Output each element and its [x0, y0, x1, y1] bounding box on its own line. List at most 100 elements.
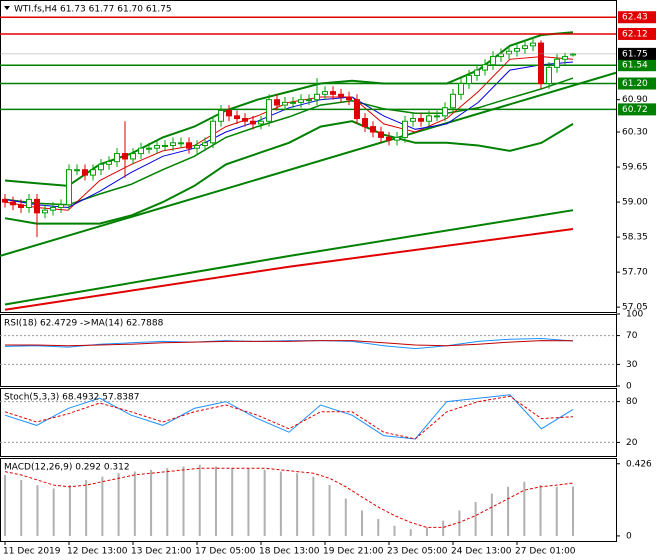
candle-body	[530, 42, 536, 47]
y-tick-label: 0	[626, 382, 632, 392]
x-tick-label: 24 Dec 13:00	[451, 547, 512, 557]
candle-body	[218, 109, 224, 122]
candle-body	[42, 209, 48, 214]
overlay-line	[4, 120, 574, 225]
candle-body	[434, 115, 440, 118]
histogram-bar	[166, 468, 169, 536]
chart-title: WTI.fs,H4 61.73 61.77 61.70 61.75	[14, 5, 172, 15]
histogram-bar	[393, 525, 396, 536]
histogram-bar	[68, 485, 71, 536]
candle-body	[10, 201, 16, 206]
histogram-bar	[523, 481, 526, 536]
candle-body	[346, 96, 352, 101]
histogram-bar	[198, 464, 201, 536]
y-tick-label: 0	[626, 531, 632, 541]
candle-body	[258, 120, 264, 125]
candle-body	[290, 101, 296, 104]
y-tick-label: 59.65	[622, 163, 648, 173]
level-label-box	[618, 11, 656, 24]
candle-body	[546, 66, 552, 85]
candle-body	[506, 50, 512, 55]
y-tick-label: 60.90	[622, 95, 648, 105]
histogram-bar	[263, 469, 266, 536]
indicator-line	[4, 337, 574, 350]
candle-body	[154, 144, 160, 149]
histogram-bar	[555, 486, 558, 536]
candle-body	[114, 153, 120, 163]
histogram-bar	[133, 471, 136, 536]
candle-body	[466, 74, 472, 85]
level-label: 61.54	[622, 61, 648, 71]
histogram-bar	[117, 473, 120, 536]
trendline	[0, 71, 617, 257]
candle-body	[250, 120, 256, 125]
candle-body	[26, 198, 32, 208]
y-tick-label: 30	[626, 360, 638, 370]
candle-body	[82, 169, 88, 176]
candle-body	[490, 56, 496, 66]
overlay-line	[4, 209, 574, 306]
histogram-bar	[539, 485, 542, 536]
indicator-line	[4, 394, 574, 440]
y-tick-label: 70	[626, 331, 638, 341]
candle-body	[554, 58, 560, 68]
histogram-bar	[572, 486, 574, 536]
histogram-bar	[296, 473, 299, 536]
candle-body	[90, 169, 96, 176]
histogram-bar	[425, 527, 428, 536]
indicator-line	[4, 467, 574, 528]
y-tick-label: 20	[626, 438, 638, 448]
candle-body	[418, 118, 424, 122]
overlay-line	[4, 56, 574, 211]
level-label: 62.12	[622, 29, 648, 39]
panel-border	[0, 314, 617, 387]
candle-body	[194, 144, 200, 149]
candle-body	[210, 120, 216, 144]
histogram-bar	[344, 498, 347, 536]
histogram-bar	[85, 480, 88, 536]
candle-body	[106, 161, 112, 165]
y-tick-label: 59.00	[622, 198, 648, 208]
histogram-bar	[36, 485, 39, 536]
candle-body	[66, 169, 72, 206]
candle-body	[226, 109, 232, 117]
y-tick-label: 57.70	[622, 268, 648, 278]
histogram-bar	[182, 466, 185, 536]
candle-body	[2, 198, 8, 203]
histogram-bar	[361, 510, 364, 536]
candle-body	[450, 93, 456, 109]
x-tick-label: 23 Dec 05:00	[387, 547, 448, 557]
x-tick-label: 19 Dec 21:00	[323, 547, 384, 557]
candle-body	[338, 93, 344, 98]
level-label: 61.20	[622, 79, 648, 89]
candle-body	[378, 131, 384, 138]
candle-body	[394, 136, 400, 141]
candle-body	[50, 206, 56, 211]
x-tick-label: 11 Dec 2019	[3, 547, 61, 557]
candle-body	[562, 56, 568, 60]
indicator-line	[5, 340, 574, 347]
histogram-bar	[231, 468, 234, 536]
indicator-line	[4, 395, 574, 440]
level-label-box	[618, 103, 656, 116]
candle-body	[426, 115, 432, 122]
candle-body	[74, 169, 80, 172]
candle-body	[362, 118, 368, 128]
level-label-box	[618, 27, 656, 40]
y-tick-label: 0.426	[626, 459, 652, 469]
candle-body	[186, 142, 192, 149]
panel-title: MACD(12,26,9) 0.292 0.312	[4, 463, 130, 473]
candle-body	[354, 99, 360, 120]
histogram-bar	[4, 474, 6, 536]
candle-body	[274, 99, 280, 106]
histogram-bar	[474, 502, 477, 536]
histogram-bar	[458, 510, 461, 536]
overlay-line	[4, 228, 574, 311]
candle-body	[474, 69, 480, 76]
level-label-box	[618, 59, 656, 72]
candle-body	[138, 147, 144, 155]
candle-body	[58, 204, 64, 208]
overlay-line	[4, 77, 574, 206]
current-price-label: 61.75	[622, 49, 648, 59]
histogram-bar	[377, 518, 380, 536]
